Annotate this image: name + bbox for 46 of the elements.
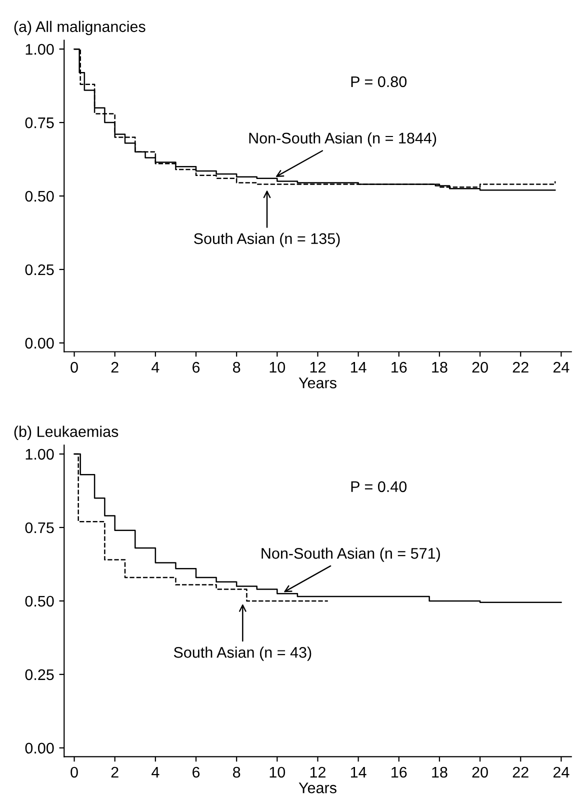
y-tick-label: 0.00 (25, 338, 54, 349)
x-tick-label: 18 (432, 766, 448, 778)
x-axis-title: Years (298, 782, 336, 794)
chart-title: (a) All malignancies (14, 20, 146, 36)
x-tick-label: 2 (111, 766, 118, 778)
annotation: South Asian (n = 43) (174, 646, 312, 661)
x-tick-label: 2 (111, 362, 118, 373)
x-tick-label: 12 (310, 766, 326, 778)
y-tick-label: 1.00 (26, 448, 54, 460)
x-tick-label: 20 (472, 362, 488, 373)
y-tick-label: 0.75 (25, 117, 54, 128)
x-tick-label: 0 (70, 766, 78, 778)
x-tick-label: 14 (350, 766, 366, 778)
x-tick-label: 4 (152, 766, 160, 778)
x-tick-label: 22 (512, 362, 528, 373)
y-tick-label: 0.25 (25, 264, 54, 276)
x-tick-label: 20 (472, 766, 488, 778)
x-tick-label: 24 (553, 766, 570, 778)
x-tick-label: 12 (310, 362, 326, 373)
x-tick-label: 22 (512, 766, 528, 778)
y-tick-label: 0.50 (25, 190, 54, 202)
x-tick-label: 6 (192, 362, 200, 373)
x-tick-label: 16 (392, 362, 407, 373)
x-tick-label: 8 (232, 766, 240, 778)
y-tick-label: 0.75 (25, 522, 54, 534)
x-tick-label: 10 (270, 362, 286, 373)
annotation: Non-South Asian (n = 1844) (249, 132, 436, 147)
annotation: Non-South Asian (n = 571) (262, 548, 440, 562)
x-tick-label: 6 (192, 766, 200, 778)
x-tick-label: 16 (392, 766, 407, 778)
annotation: P = 0.80 (351, 76, 407, 88)
x-tick-label: 18 (432, 362, 448, 373)
x-axis-title: Years (298, 378, 336, 388)
x-tick-label: 24 (553, 362, 570, 373)
y-tick-label: 0.50 (25, 596, 54, 607)
x-tick-label: 4 (152, 362, 160, 373)
annotation: South Asian (n = 135) (194, 232, 340, 248)
x-tick-label: 10 (270, 766, 286, 778)
y-tick-label: 0.00 (25, 742, 54, 754)
chart-title: (b) Leukaemias (14, 426, 118, 440)
y-tick-label: 1.00 (26, 44, 54, 55)
x-tick-label: 0 (70, 362, 78, 373)
y-tick-label: 0.25 (25, 669, 54, 680)
annotation: P = 0.40 (351, 481, 407, 492)
x-tick-label: 8 (232, 362, 240, 373)
x-tick-label: 14 (350, 362, 366, 373)
